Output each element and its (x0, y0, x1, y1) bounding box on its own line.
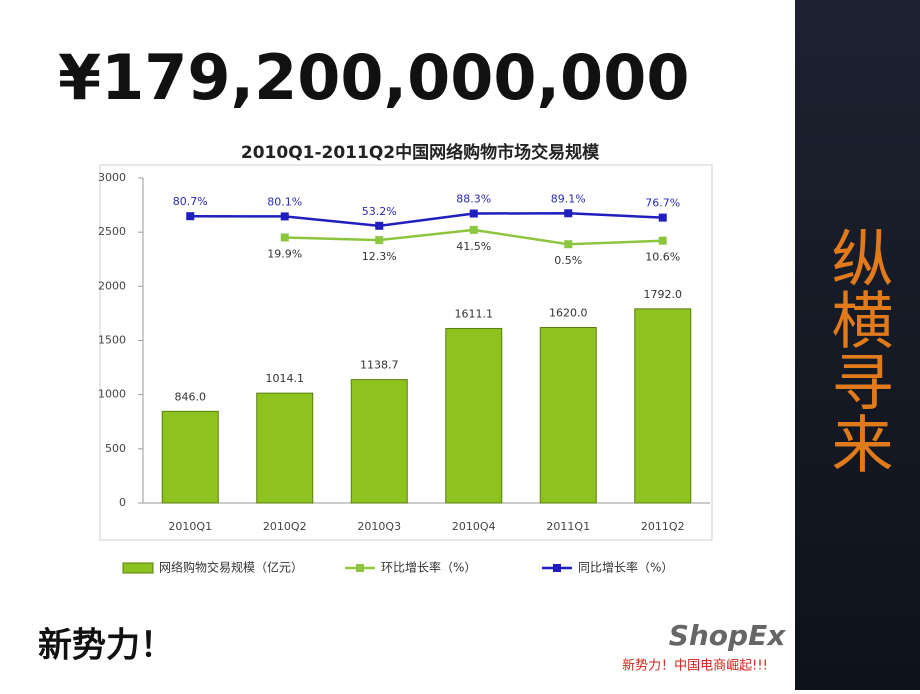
line-marker (375, 221, 384, 230)
line-label: 76.7% (645, 197, 680, 210)
headline: ¥179,200,000,000 (58, 41, 689, 114)
legend-label: 网络购物交易规模（亿元） (159, 560, 303, 575)
line-marker (186, 212, 195, 221)
legend-label: 环比增长率（%） (381, 560, 476, 575)
line-marker (375, 236, 384, 245)
brand: ShopEx (669, 619, 787, 652)
bar-label: 1138.7 (360, 359, 399, 372)
x-tick-label: 2011Q1 (546, 520, 590, 533)
legend-swatch (553, 564, 561, 572)
line-marker (280, 212, 289, 221)
line-label: 10.6% (645, 251, 680, 264)
y-tick-label: 0 (119, 496, 126, 509)
bar (634, 308, 692, 504)
legend-swatch (122, 562, 154, 574)
line-label: 53.2% (362, 205, 397, 218)
y-tick-label: 2500 (98, 225, 126, 238)
bar-label: 1620.0 (549, 307, 588, 320)
line-marker (658, 213, 667, 222)
y-tick-label: 1500 (98, 334, 126, 347)
y-tick-label: 3000 (98, 171, 126, 184)
bar (256, 392, 314, 504)
line-marker (564, 209, 573, 218)
line-label: 88.3% (456, 193, 491, 206)
slogan: 新势力！ (38, 626, 174, 666)
line-label: 80.7% (173, 195, 208, 208)
x-tick-label: 2010Q3 (357, 520, 401, 533)
line-marker (564, 240, 573, 249)
x-tick-label: 2010Q1 (168, 520, 212, 533)
bar (445, 327, 503, 504)
x-tick-label: 2010Q2 (263, 520, 307, 533)
line-marker (658, 236, 667, 245)
calligraphy: 纵横寻来 (821, 226, 894, 474)
line-marker (469, 209, 478, 218)
line-label: 41.5% (456, 240, 491, 253)
line-label: 12.3% (362, 250, 397, 263)
legend-label: 同比增长率（%） (578, 560, 673, 575)
bar-label: 846.0 (175, 390, 207, 403)
bar (539, 327, 597, 504)
chart-title: 2010Q1-2011Q2中国网络购物市场交易规模 (241, 142, 600, 163)
line (190, 212, 663, 228)
line-marker (280, 233, 289, 242)
x-tick-label: 2011Q2 (641, 520, 685, 533)
bar-label: 1611.1 (455, 307, 494, 320)
legend-swatch (356, 564, 364, 572)
line-label: 89.1% (551, 192, 586, 205)
bar (161, 410, 219, 504)
bar (350, 379, 408, 504)
line-label: 19.9% (267, 247, 302, 260)
y-tick-label: 2000 (98, 279, 126, 292)
side-panel (795, 0, 920, 690)
x-tick-label: 2010Q4 (452, 520, 496, 533)
line-label: 0.5% (554, 254, 582, 267)
line-label: 80.1% (267, 195, 302, 208)
tagline: 新势力！中国电商崛起!!! (622, 658, 768, 674)
bar-label: 1014.1 (266, 372, 305, 385)
y-tick-label: 1000 (98, 388, 126, 401)
line-marker (469, 225, 478, 234)
y-tick-label: 500 (105, 442, 126, 455)
bar-label: 1792.0 (644, 288, 683, 301)
